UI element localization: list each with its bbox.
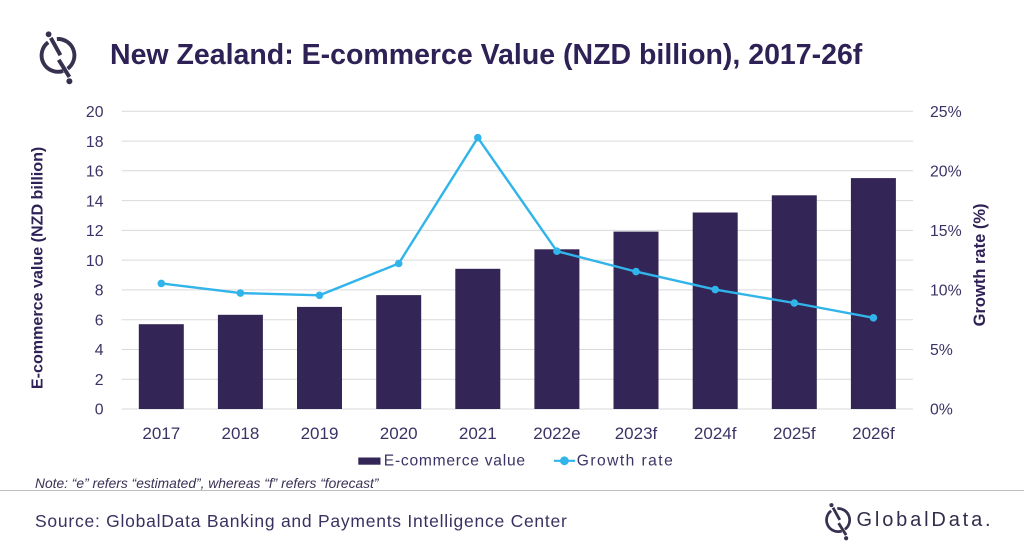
- svg-text:6: 6: [95, 312, 104, 329]
- svg-text:18: 18: [86, 134, 104, 151]
- svg-text:15%: 15%: [930, 223, 962, 240]
- svg-text:0%: 0%: [930, 402, 953, 419]
- svg-text:2022e: 2022e: [533, 424, 580, 443]
- svg-text:2017: 2017: [142, 424, 180, 443]
- svg-text:E-commerce value (NZD billion): E-commerce value (NZD billion): [29, 147, 47, 389]
- svg-text:Growth rate (%): Growth rate (%): [971, 203, 989, 326]
- svg-text:2019: 2019: [301, 424, 339, 443]
- svg-text:25%: 25%: [930, 104, 962, 121]
- svg-text:Growth rate: Growth rate: [577, 453, 674, 470]
- svg-text:12: 12: [86, 223, 104, 240]
- svg-text:2018: 2018: [221, 424, 259, 443]
- svg-text:2: 2: [95, 372, 104, 389]
- svg-text:0: 0: [95, 402, 104, 419]
- svg-text:8: 8: [95, 283, 104, 300]
- svg-text:16: 16: [86, 164, 104, 181]
- svg-text:14: 14: [86, 193, 104, 210]
- svg-text:10%: 10%: [930, 283, 962, 300]
- svg-text:E-commerce value: E-commerce value: [384, 453, 526, 470]
- svg-text:10: 10: [86, 253, 104, 270]
- svg-text:5%: 5%: [930, 342, 953, 359]
- svg-text:2025f: 2025f: [773, 424, 816, 443]
- svg-text:20: 20: [86, 104, 104, 121]
- svg-text:2021: 2021: [459, 424, 497, 443]
- svg-text:20%: 20%: [930, 164, 962, 181]
- svg-text:4: 4: [95, 342, 104, 359]
- svg-text:2024f: 2024f: [694, 424, 737, 443]
- svg-text:2023f: 2023f: [615, 424, 658, 443]
- svg-text:2026f: 2026f: [852, 424, 895, 443]
- svg-text:2020: 2020: [380, 424, 418, 443]
